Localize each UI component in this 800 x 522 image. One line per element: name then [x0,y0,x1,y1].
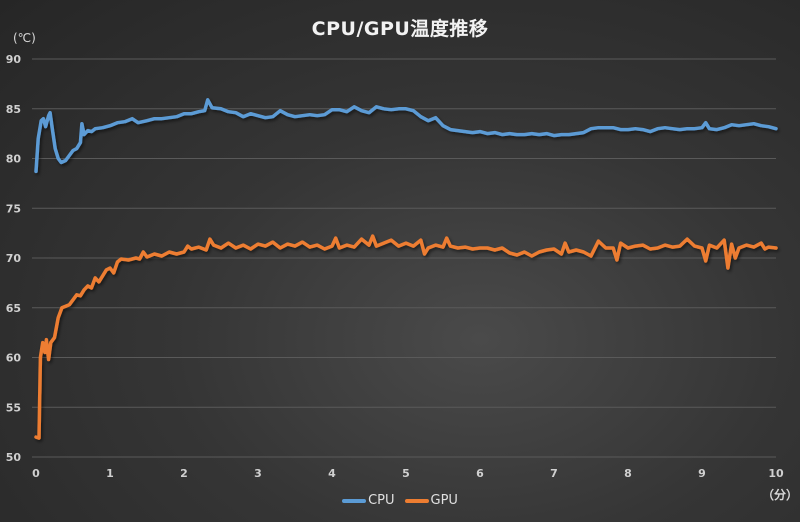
y-tick-label: 85 [6,103,21,116]
y-tick-label: 60 [6,352,22,365]
x-tick-label: 9 [698,467,706,480]
series-line-gpu [34,234,778,440]
cpu-line-swatch-icon [342,498,367,503]
y-axis-unit: (℃) [13,31,36,45]
y-tick-label: 55 [6,401,21,414]
x-tick-label: 5 [402,467,410,480]
legend-label-cpu: CPU [368,493,395,508]
y-tick-label: 75 [6,202,21,215]
y-tick-label: 65 [6,302,21,315]
x-tick-label: 4 [328,467,336,480]
x-tick-label: 2 [180,467,188,480]
x-tick-label: 3 [254,467,262,480]
gridlines [32,58,776,458]
y-tick-label: 70 [6,252,22,265]
chart-title: CPU/GPU温度推移 [311,18,489,40]
y-tick-label: 90 [6,53,22,66]
x-tick-label: 1 [106,467,114,480]
legend-item-gpu[interactable]: GPU [404,493,458,508]
data-series [34,98,778,440]
x-axis-unit: （分） [762,488,799,502]
series-line-cpu [34,98,778,174]
x-tick-label: 8 [624,467,632,480]
x-axis-ticks: 0 1 2 3 4 5 6 7 8 9 10 [32,467,784,480]
x-tick-label: 6 [476,467,484,480]
x-tick-label: 0 [32,467,40,480]
x-tick-label: 7 [550,467,558,480]
legend-label-gpu: GPU [430,493,458,508]
legend: CPU GPU [0,493,800,508]
gpu-line-swatch-icon [404,498,429,503]
y-tick-label: 50 [6,451,22,464]
x-tick-label: 10 [768,467,784,480]
y-tick-label: 80 [6,153,22,166]
y-axis-ticks: 50 55 60 65 70 75 80 85 90 [6,53,22,464]
legend-item-cpu[interactable]: CPU [342,493,395,508]
